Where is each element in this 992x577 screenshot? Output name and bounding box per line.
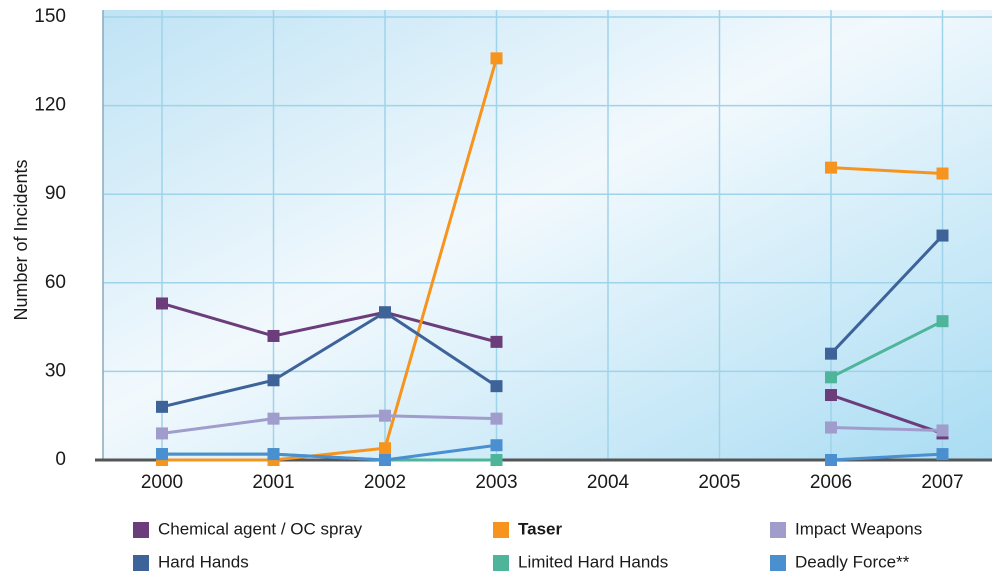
data-point bbox=[267, 448, 280, 461]
data-point bbox=[379, 442, 391, 455]
data-point bbox=[267, 374, 280, 387]
data-point bbox=[936, 448, 949, 461]
legend-swatch bbox=[493, 555, 509, 571]
legend-swatch bbox=[770, 555, 786, 571]
data-point bbox=[490, 412, 503, 425]
legend-label: Hard Hands bbox=[158, 552, 249, 571]
x-tick-label: 2001 bbox=[252, 472, 294, 493]
legend-label: Deadly Force** bbox=[795, 552, 910, 571]
data-point bbox=[825, 161, 837, 174]
y-tick-label: 30 bbox=[45, 360, 66, 381]
legend-swatch bbox=[133, 522, 149, 538]
y-tick-label: 90 bbox=[45, 183, 66, 204]
x-tick-label: 2003 bbox=[475, 472, 517, 493]
data-point bbox=[825, 454, 837, 466]
data-point bbox=[936, 315, 949, 328]
x-tick-label: 2002 bbox=[364, 472, 406, 493]
data-point bbox=[156, 297, 168, 310]
legend-label: Impact Weapons bbox=[795, 519, 922, 538]
x-tick-label: 2000 bbox=[141, 472, 183, 493]
legend-swatch bbox=[133, 555, 149, 571]
series-line bbox=[162, 57, 943, 462]
x-tick-label: 2004 bbox=[587, 472, 630, 493]
legend-swatch bbox=[493, 522, 509, 538]
data-point bbox=[936, 424, 949, 437]
series-line bbox=[161, 234, 944, 409]
y-tick-label: 150 bbox=[34, 6, 66, 27]
data-point bbox=[156, 448, 168, 461]
data-point bbox=[267, 412, 280, 425]
y-axis-label: Number of Incidents bbox=[11, 159, 31, 320]
x-tick-label: 2007 bbox=[921, 472, 963, 493]
data-point bbox=[156, 400, 168, 413]
data-point bbox=[936, 229, 949, 242]
data-point bbox=[825, 347, 837, 360]
y-tick-label: 0 bbox=[55, 449, 66, 470]
data-point bbox=[825, 421, 837, 434]
data-point bbox=[379, 409, 391, 422]
data-point bbox=[490, 52, 503, 65]
data-point bbox=[267, 329, 280, 342]
legend-swatch bbox=[770, 522, 786, 538]
series-line bbox=[161, 414, 943, 435]
data-point bbox=[379, 306, 391, 319]
y-tick-label: 60 bbox=[45, 272, 66, 293]
data-point bbox=[936, 167, 949, 180]
series-line bbox=[161, 302, 943, 435]
data-point bbox=[490, 380, 503, 393]
data-point bbox=[490, 335, 503, 348]
data-point bbox=[825, 371, 837, 384]
data-point bbox=[490, 439, 503, 452]
plot-area bbox=[103, 10, 992, 460]
data-point bbox=[156, 427, 168, 440]
data-point bbox=[825, 389, 837, 402]
series-line bbox=[162, 443, 943, 462]
legend-label: Taser bbox=[518, 519, 562, 538]
x-tick-label: 2005 bbox=[698, 472, 740, 493]
y-tick-label: 120 bbox=[34, 95, 66, 116]
x-tick-label: 2006 bbox=[810, 472, 852, 493]
data-point bbox=[379, 454, 391, 466]
data-point bbox=[490, 454, 503, 466]
legend-label: Chemical agent / OC spray bbox=[158, 519, 363, 538]
legend-label: Limited Hard Hands bbox=[518, 552, 668, 571]
